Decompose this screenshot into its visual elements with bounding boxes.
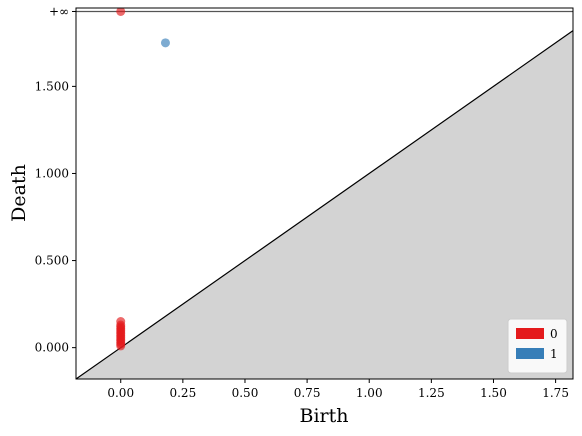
data-point-0 xyxy=(116,341,126,351)
legend-box xyxy=(507,318,568,374)
data-point-1 xyxy=(160,38,170,48)
x-tick-label: 0.25 xyxy=(169,386,196,400)
diagonal-line xyxy=(76,30,573,379)
y-tick-label: 1.000 xyxy=(35,166,69,180)
y-axis-title: Death xyxy=(8,164,30,222)
legend-swatch-1 xyxy=(516,348,544,359)
data-point-0 xyxy=(116,8,126,16)
y-axis: 0.000 0.500 1.000 1.500 +∞ xyxy=(35,4,76,355)
legend-label-0: 0 xyxy=(550,327,558,341)
legend-label-1: 1 xyxy=(550,347,558,361)
x-tick-label: 1.25 xyxy=(418,386,445,400)
x-tick-label: 0.50 xyxy=(232,386,259,400)
plot-frame xyxy=(75,7,574,380)
x-axis: 0.00 0.25 0.50 0.75 1.00 1.25 1.50 1.75 xyxy=(107,379,569,400)
y-tick-label: 1.500 xyxy=(35,79,69,93)
infinity-tick-label: +∞ xyxy=(49,4,69,18)
x-tick-label: 1.75 xyxy=(542,386,569,400)
x-tick-label: 0.75 xyxy=(294,386,321,400)
y-tick-label: 0.500 xyxy=(35,254,69,268)
y-tick-label: 0.000 xyxy=(35,341,69,355)
x-tick-label: 0.00 xyxy=(107,386,134,400)
legend: 01 xyxy=(507,318,568,374)
x-tick-label: 1.50 xyxy=(480,386,507,400)
x-tick-label: 1.00 xyxy=(356,386,383,400)
x-axis-title: Birth xyxy=(300,405,349,427)
legend-swatch-0 xyxy=(516,328,544,339)
